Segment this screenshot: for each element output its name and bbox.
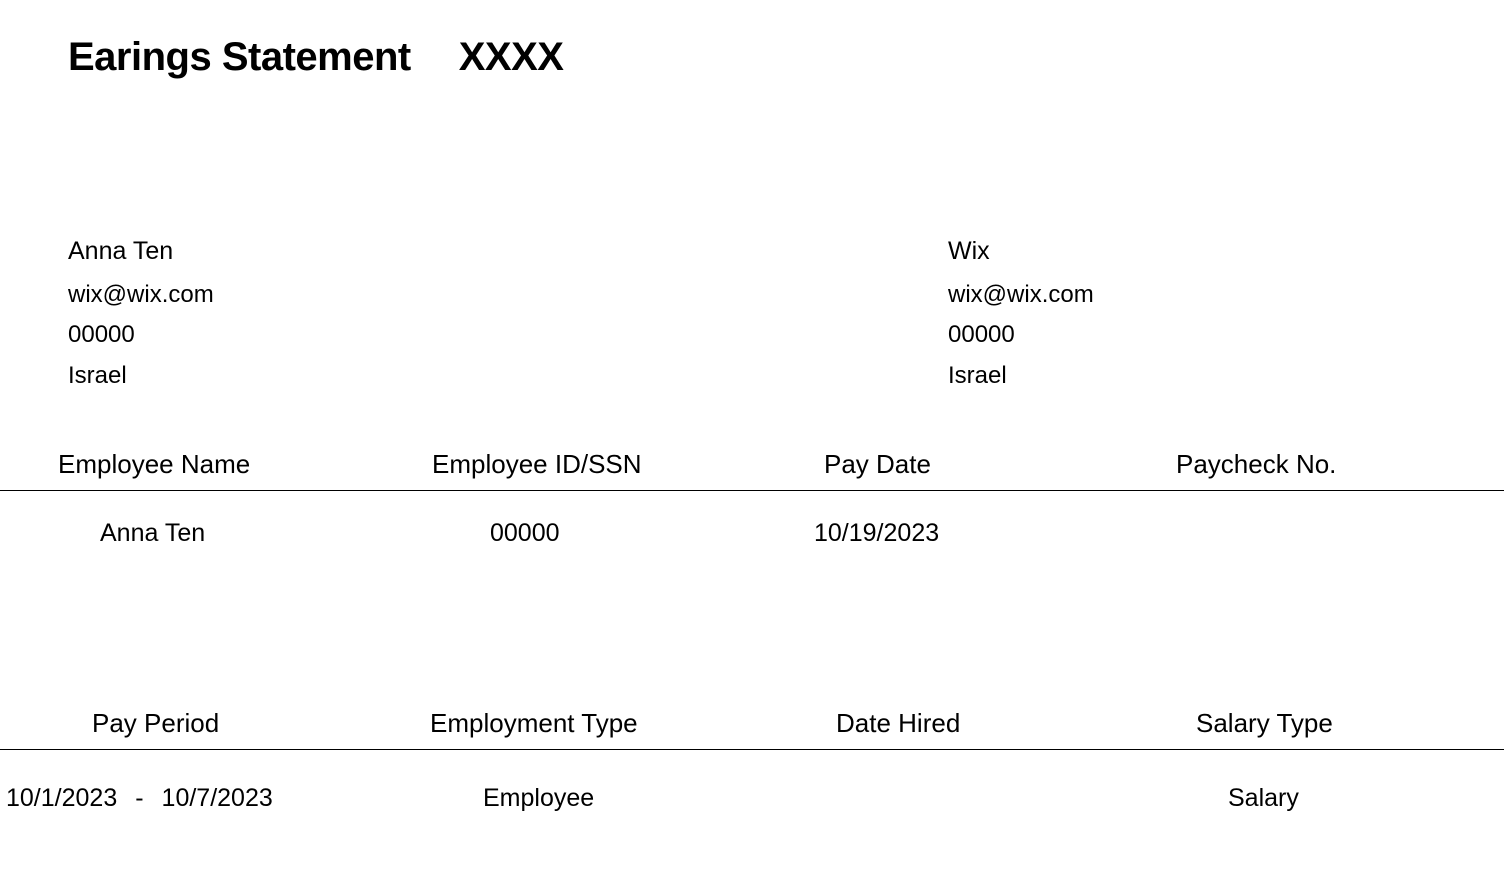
table-header-row: Pay Period Employment Type Date Hired Sa… (0, 708, 1504, 750)
employee-email: wix@wix.com (68, 275, 948, 316)
col-header-employee-name: Employee Name (0, 449, 380, 480)
company-info-block: Wix wix@wix.com 00000 Israel (948, 230, 1504, 397)
employee-code: 00000 (68, 315, 948, 356)
cell-date-hired (760, 784, 1140, 813)
col-header-employment-type: Employment Type (380, 708, 760, 739)
employee-details-table: Employee Name Employee ID/SSN Pay Date P… (0, 449, 1504, 548)
col-header-pay-date: Pay Date (760, 449, 1140, 480)
pay-period-end: 10/7/2023 (162, 784, 273, 813)
document-header: Earings Statement XXXX (0, 0, 1504, 80)
company-email: wix@wix.com (948, 275, 1504, 316)
table-row: 10/1/2023 - 10/7/2023 Employee Salary (0, 750, 1504, 813)
col-header-paycheck-no: Paycheck No. (1140, 449, 1504, 480)
employee-info-block: Anna Ten wix@wix.com 00000 Israel (68, 230, 948, 397)
company-name: Wix (948, 230, 1504, 273)
cell-employee-name: Anna Ten (0, 519, 380, 548)
cell-employment-type: Employee (380, 784, 760, 813)
employment-details-table: Pay Period Employment Type Date Hired Sa… (0, 708, 1504, 813)
col-header-date-hired: Date Hired (760, 708, 1140, 739)
cell-employee-id: 00000 (380, 519, 760, 548)
company-code: 00000 (948, 315, 1504, 356)
employee-name: Anna Ten (68, 230, 948, 273)
table-header-row: Employee Name Employee ID/SSN Pay Date P… (0, 449, 1504, 491)
info-section: Anna Ten wix@wix.com 00000 Israel Wix wi… (0, 80, 1504, 397)
col-header-employee-id: Employee ID/SSN (380, 449, 760, 480)
cell-paycheck-no (1140, 519, 1504, 548)
statement-code: XXXX (459, 35, 564, 80)
col-header-salary-type: Salary Type (1140, 708, 1504, 739)
cell-salary-type: Salary (1140, 784, 1504, 813)
col-header-pay-period: Pay Period (0, 708, 380, 739)
page-title: Earings Statement (68, 35, 411, 80)
pay-period-separator: - (135, 784, 143, 813)
pay-period-start: 10/1/2023 (6, 784, 117, 813)
table-row: Anna Ten 00000 10/19/2023 (0, 491, 1504, 548)
cell-pay-date: 10/19/2023 (760, 519, 1140, 548)
company-country: Israel (948, 356, 1504, 397)
employee-country: Israel (68, 356, 948, 397)
cell-pay-period: 10/1/2023 - 10/7/2023 (0, 784, 380, 813)
